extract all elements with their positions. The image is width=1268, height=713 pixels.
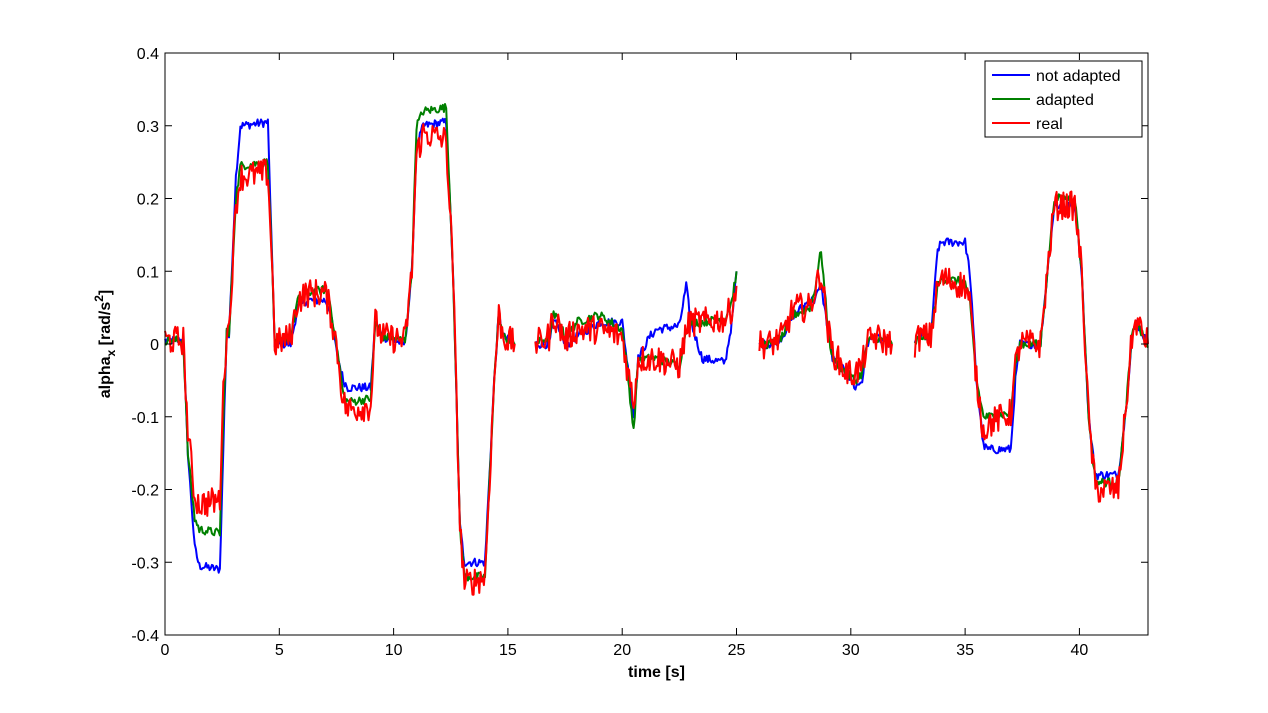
legend-entry-label: not adapted [1036, 68, 1121, 85]
y-tick-label: 0 [150, 337, 159, 354]
series-line-segment [758, 269, 893, 386]
y-axis-label-subscript: x [104, 349, 118, 356]
axes-box [164, 52, 1149, 636]
series-line-segment [913, 193, 1149, 488]
series-line-segment [913, 201, 1149, 481]
legend-entry-label: real [1036, 116, 1063, 133]
series-line-segment [535, 271, 738, 429]
series-line-segment [164, 123, 516, 596]
x-tick-label: 20 [613, 642, 631, 659]
y-axis-label-unit: [rad/s [97, 302, 114, 350]
series-real [164, 123, 1149, 596]
series-layer [164, 103, 1149, 596]
y-tick-label: 0.4 [137, 46, 159, 63]
legend: not adapted adapted real [984, 60, 1143, 138]
x-tick-label: 0 [161, 642, 170, 659]
series-line-segment [164, 117, 516, 574]
x-tick-label: 25 [728, 642, 746, 659]
series-line-segment [534, 285, 738, 409]
y-tick-label: -0.2 [131, 483, 159, 500]
y-tick-label: 0.1 [137, 264, 159, 281]
y-axis-label-close: ] [97, 290, 114, 295]
x-tick-label: 35 [956, 642, 974, 659]
x-axis-label: time [s] [628, 664, 685, 681]
x-tick-label: 15 [499, 642, 517, 659]
y-tick-label: -0.3 [131, 555, 159, 572]
y-axis-label: alphax [rad/s2] [92, 290, 118, 399]
series-not-adapted [164, 117, 1149, 574]
series-line-segment [164, 103, 516, 582]
y-axis-label-main: alpha [97, 356, 114, 398]
legend-entry-label: adapted [1036, 92, 1094, 109]
series-adapted [164, 103, 1149, 582]
x-tick-label: 30 [842, 642, 860, 659]
x-tick-label: 5 [275, 642, 284, 659]
tick-layer: 0 5 10 15 20 25 30 35 40 -0.4 -0.3 -0.2 -0.1 0 0.1 0.2 0… [131, 46, 1148, 659]
x-tick-label: 10 [385, 642, 403, 659]
y-tick-label: -0.1 [131, 410, 159, 427]
x-tick-label: 40 [1071, 642, 1089, 659]
series-line-segment [913, 190, 1149, 503]
y-tick-label: -0.4 [131, 628, 159, 645]
y-tick-label: 0.3 [137, 119, 159, 136]
y-axis-label-superscript: 2 [92, 295, 106, 302]
y-tick-label: 0.2 [137, 192, 159, 209]
